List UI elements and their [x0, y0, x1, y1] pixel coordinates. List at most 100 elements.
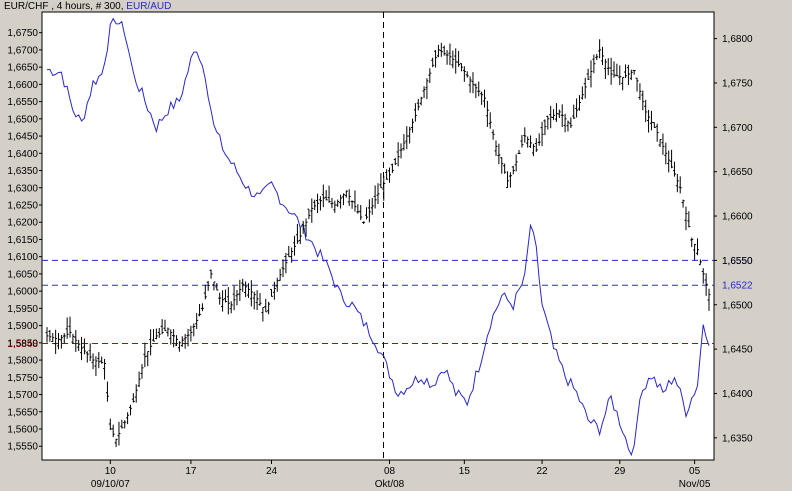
ohlc-bar	[241, 278, 245, 292]
ohlc-bar	[255, 290, 259, 311]
ohlc-bar	[629, 69, 633, 81]
ohlc-bar	[203, 284, 207, 300]
x-tick-label: 15	[459, 466, 471, 477]
ohlc-bar	[402, 134, 406, 151]
ohlc-bar	[704, 273, 708, 296]
ohlc-bar	[534, 138, 538, 152]
ohlc-bar	[126, 412, 130, 425]
ohlc-bar	[359, 204, 363, 221]
left-tick-label: 1,6000	[7, 287, 38, 298]
right-axis: 1,6350 1,6400 1,6450 1,6500 1,6550 1,6600 1,66…	[714, 34, 753, 444]
ohlc-bar	[439, 42, 443, 57]
ohlc-bar	[235, 289, 239, 306]
left-tick-label: 1,5650	[7, 407, 38, 418]
ohlc-bar	[272, 281, 276, 300]
ohlc-bar	[316, 193, 320, 214]
ohlc-bar	[229, 301, 233, 314]
ohlc-bar	[638, 83, 642, 101]
ohlc-bar	[494, 140, 498, 156]
ohlc-bar	[425, 78, 429, 100]
ohlc-bar	[500, 157, 504, 174]
ohlc-bar	[356, 204, 360, 214]
ohlc-bar	[120, 419, 124, 429]
ohlc-bar	[54, 329, 58, 354]
ohlc-bar	[641, 90, 645, 111]
right-tick-label: 1,6700	[722, 123, 753, 134]
left-tick-label: 1,5600	[7, 424, 38, 435]
ohlc-bar	[609, 57, 613, 85]
ohlc-bar	[678, 176, 682, 194]
ohlc-bar	[206, 281, 210, 291]
ohlc-bar	[554, 103, 558, 122]
price-level-label: 1,5848	[7, 339, 38, 350]
ohlc-bar	[701, 268, 705, 284]
plot-area	[41, 11, 715, 461]
ohlc-bar	[143, 342, 147, 368]
ohlc-bar	[350, 200, 354, 209]
ohlc-bar	[339, 194, 343, 209]
ohlc-bar	[580, 86, 584, 100]
ohlc-bar	[347, 189, 351, 206]
ohlc-bar	[195, 313, 199, 330]
left-tick-label: 1,6600	[7, 80, 38, 91]
ohlc-bar	[526, 136, 530, 148]
ohlc-bar	[166, 327, 170, 337]
ohlc-bar	[543, 119, 547, 136]
ohlc-bar	[658, 139, 662, 148]
ohlc-bar	[422, 86, 426, 99]
ohlc-bar	[301, 220, 305, 234]
left-tick-label: 1,6650	[7, 63, 38, 74]
ohlc-bar	[215, 283, 219, 291]
ohlc-bar	[226, 287, 230, 315]
primary-series-eur-chf	[45, 39, 711, 448]
ohlc-bar	[405, 126, 409, 150]
ohlc-bar	[267, 301, 271, 315]
ohlc-bar	[411, 118, 415, 133]
horizontal-lines: 1,5848 1,6550 1,6522	[1, 254, 756, 350]
ohlc-bar	[154, 328, 158, 340]
ohlc-bar	[284, 252, 288, 274]
ohlc-bar	[552, 109, 556, 121]
ohlc-bar	[675, 173, 679, 193]
ohlc-bar	[48, 330, 52, 342]
ohlc-bar	[71, 333, 75, 344]
ohlc-bar	[681, 199, 685, 208]
left-tick-label: 1,5900	[7, 321, 38, 332]
left-tick-label: 1,6450	[7, 132, 38, 143]
left-tick-label: 1,5750	[7, 373, 38, 384]
x-tick-label: 05	[689, 466, 701, 477]
ohlc-bar	[707, 288, 711, 311]
ohlc-bar	[270, 288, 274, 297]
ohlc-bar	[290, 247, 294, 263]
ohlc-bar	[97, 352, 101, 369]
ohlc-bar	[649, 110, 653, 131]
ohlc-bar	[108, 418, 112, 431]
ohlc-bar	[169, 329, 173, 345]
ohlc-bar	[304, 218, 308, 237]
ohlc-bar	[218, 292, 222, 305]
ohlc-bar	[59, 334, 63, 349]
ohlc-bar	[457, 50, 461, 67]
left-tick-label: 1,6200	[7, 218, 38, 229]
ohlc-bar	[160, 319, 164, 335]
ohlc-bar	[295, 223, 299, 244]
ohlc-bar	[379, 173, 383, 189]
ohlc-bar	[428, 68, 432, 84]
ohlc-bar	[563, 113, 567, 133]
ohlc-bar	[367, 199, 371, 223]
price-level-label-bg	[718, 279, 756, 292]
right-tick-label: 1,6800	[722, 34, 753, 45]
ohlc-bar	[529, 135, 533, 149]
ohlc-bar	[661, 133, 665, 155]
right-tick-label: 1,6500	[722, 300, 753, 311]
ohlc-bar	[491, 129, 495, 140]
ohlc-bar	[223, 289, 227, 303]
ohlc-bar	[183, 333, 187, 349]
left-tick-label: 1,6700	[7, 45, 38, 56]
ohlc-bar	[51, 332, 55, 342]
ohlc-bar	[612, 61, 616, 78]
ohlc-bar	[431, 57, 435, 68]
ohlc-bar	[341, 193, 345, 206]
ohlc-bar	[198, 303, 202, 317]
x-tick-label: 10	[105, 466, 117, 477]
